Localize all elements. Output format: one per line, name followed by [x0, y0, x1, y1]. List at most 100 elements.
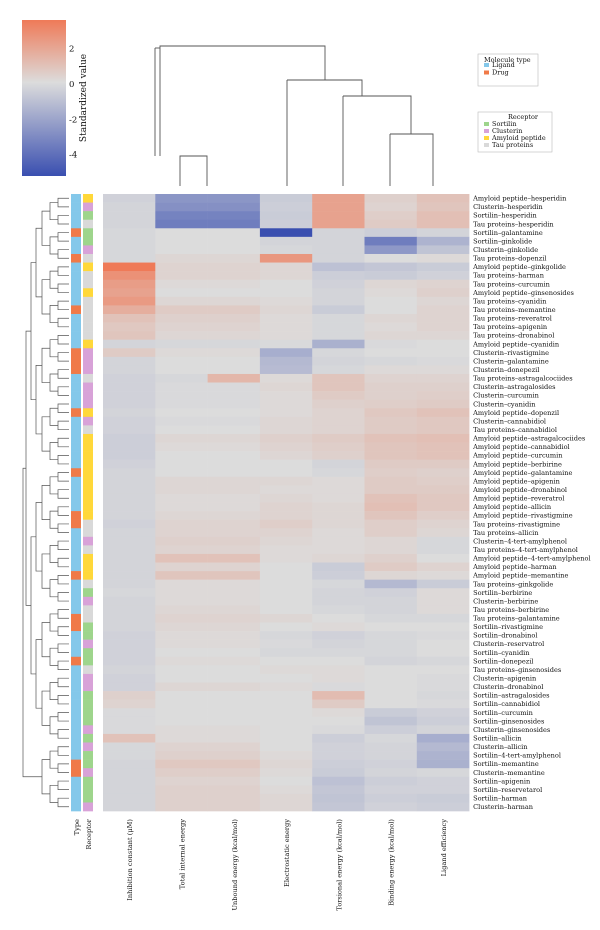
row-label: Clusterin–ginsenosides — [473, 726, 551, 734]
receptor-annotation-cell — [83, 322, 93, 332]
heatmap-cell — [103, 194, 156, 203]
dendrogram-branch — [57, 746, 69, 756]
heatmap-cell — [155, 262, 208, 272]
dendrogram-branch — [49, 407, 58, 426]
heatmap-cell — [259, 768, 313, 778]
dendrogram-branch — [57, 455, 69, 465]
heatmap-cell — [207, 236, 261, 246]
heatmap-cell — [259, 382, 313, 392]
heatmap-cell — [207, 553, 261, 563]
receptor-annotation-cell — [83, 639, 93, 649]
heatmap-cell — [259, 588, 313, 598]
dendrogram-branch — [49, 373, 58, 392]
type-annotation-cell — [71, 288, 81, 298]
heatmap-cell — [364, 553, 418, 563]
row-label: Clusterin–dronabinol — [473, 683, 543, 691]
row-label: Amyloid peptide–astragalcociides — [472, 435, 586, 443]
heatmap-cell — [364, 716, 418, 726]
heatmap-cell — [103, 442, 156, 452]
heatmap-cell — [416, 562, 470, 572]
column-label: Ligand efficiency — [440, 819, 448, 877]
heatmap-cell — [155, 348, 208, 358]
heatmap-cell — [312, 331, 365, 340]
heatmap-cell — [103, 451, 156, 460]
receptor-annotation-cell — [83, 382, 93, 392]
heatmap-cell — [103, 691, 156, 700]
heatmap-cell — [103, 605, 156, 615]
heatmap-cell — [259, 313, 313, 323]
heatmap-cell — [416, 596, 470, 606]
row-label: Sortilin–donepezil — [473, 657, 533, 665]
heatmap-cell — [207, 768, 261, 778]
heatmap-cell — [312, 236, 365, 246]
heatmap-cell — [259, 194, 313, 203]
heatmap-cell — [364, 656, 418, 666]
heatmap-cell — [259, 365, 313, 375]
dendrogram-branch — [30, 536, 36, 675]
heatmap-cell — [207, 219, 261, 229]
heatmap-cell — [364, 571, 418, 580]
row-label: Clusterin–donepezil — [473, 366, 539, 374]
heatmap-cell — [416, 579, 470, 589]
heatmap-cell — [364, 416, 418, 426]
row-label: Sortilin–galantamine — [473, 229, 543, 237]
heatmap-cell — [312, 622, 365, 632]
type-annotation-cell — [71, 219, 81, 229]
dendrogram-branch — [57, 763, 69, 773]
heatmap-cell — [103, 768, 156, 778]
heatmap-cell — [312, 271, 365, 280]
dendrogram-branch — [57, 557, 69, 568]
heatmap-cell — [103, 433, 156, 443]
heatmap-cell — [155, 485, 208, 495]
heatmap-cell — [416, 519, 470, 529]
row-label: Sortilin–harman — [473, 795, 528, 803]
heatmap-cell — [207, 759, 261, 769]
heatmap-cell — [103, 742, 156, 752]
row-label: Sortilin–astragalosides — [473, 692, 550, 700]
dendrogram-branch — [49, 236, 58, 255]
heatmap-cell — [312, 648, 365, 658]
heatmap-cell — [103, 228, 156, 238]
row-label: Tau proteins–rivastigmine — [473, 520, 560, 528]
heatmap-cell — [155, 631, 208, 640]
heatmap-cell — [259, 673, 313, 683]
receptor-annotation-cell — [83, 219, 93, 229]
column-label: Electrostatic energy — [283, 819, 291, 887]
row-label: Amyloid peptide–dronabinol — [472, 486, 567, 494]
heatmap-cell — [155, 511, 208, 520]
heatmap-cell — [103, 622, 156, 632]
heatmap-cell — [259, 331, 313, 340]
receptor-annotation-cell — [83, 425, 93, 435]
heatmap-cell — [416, 425, 470, 435]
heatmap-cell — [207, 459, 261, 469]
receptor-annotation-cell — [83, 511, 93, 520]
heatmap-cell — [207, 665, 261, 675]
heatmap-cell — [207, 253, 261, 263]
heatmap-cell — [364, 382, 418, 392]
heatmap-cell — [103, 331, 156, 340]
heatmap-cell — [416, 476, 470, 486]
heatmap-cell — [103, 459, 156, 469]
type-annotation-cell — [71, 194, 81, 203]
receptor-annotation-cell — [83, 545, 93, 555]
type-annotation-cell — [71, 665, 81, 675]
heatmap-cell — [364, 279, 418, 289]
dendrogram-branch — [57, 266, 69, 276]
legend-item-label: Amyloid peptide — [491, 134, 546, 142]
heatmap-cell — [364, 339, 418, 349]
row-label: Amyloid peptide–harman — [472, 563, 557, 571]
heatmap-cell — [259, 262, 313, 272]
heatmap-cell — [364, 356, 418, 366]
dendrogram-branch — [41, 279, 50, 315]
heatmap-cell — [416, 793, 470, 803]
heatmap-cell — [259, 802, 313, 812]
heatmap-cell — [312, 793, 365, 803]
type-annotation-cell — [71, 451, 81, 460]
heatmap-cell — [207, 194, 261, 203]
heatmap-cell — [259, 699, 313, 709]
heatmap-cell — [312, 296, 365, 306]
heatmap-cell — [312, 262, 365, 272]
heatmap-cell — [103, 339, 156, 349]
receptor-annotation-cell — [83, 253, 93, 263]
heatmap-cells — [103, 194, 470, 812]
